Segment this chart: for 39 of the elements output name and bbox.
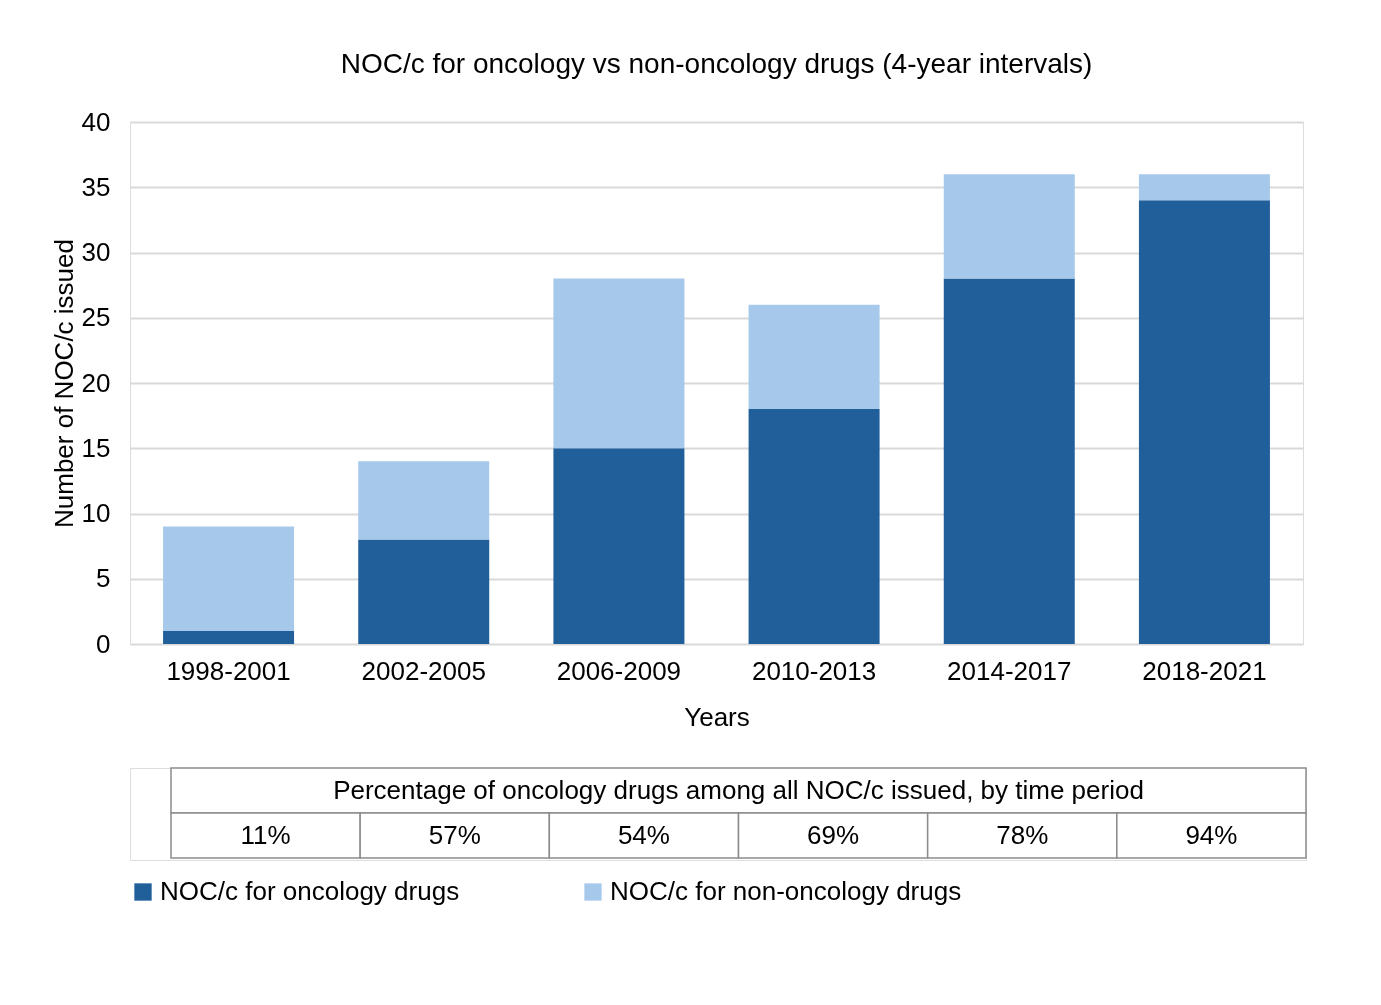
text: 78% bbox=[996, 819, 1049, 850]
y-tick-label: 15 bbox=[81, 432, 111, 463]
y-tick-label: 0 bbox=[96, 628, 111, 659]
text: 94% bbox=[1185, 819, 1238, 850]
bar bbox=[748, 409, 880, 644]
bar bbox=[553, 278, 685, 449]
x-tick-label: 2014-2017 bbox=[947, 655, 1072, 686]
x-tick-label: 2002-2005 bbox=[361, 655, 486, 686]
bar bbox=[163, 630, 295, 644]
bar bbox=[943, 174, 1075, 279]
x-axis-title: Years bbox=[684, 701, 750, 732]
bar bbox=[1138, 200, 1270, 644]
x-tick-label: 1998-2001 bbox=[166, 655, 291, 686]
bar bbox=[748, 304, 880, 410]
bar bbox=[943, 278, 1075, 644]
bar bbox=[1138, 174, 1270, 201]
text: 54% bbox=[617, 819, 670, 850]
y-tick-label: 30 bbox=[81, 237, 111, 267]
y-tick-label: 25 bbox=[81, 302, 111, 333]
legend-label: NOC/c for oncology drugs bbox=[160, 876, 460, 906]
text: 69% bbox=[807, 819, 860, 850]
y-tick-label: 20 bbox=[81, 367, 111, 398]
y-axis-title: Number of NOC/c issued bbox=[48, 239, 79, 528]
y-tick-label: 40 bbox=[81, 106, 111, 137]
bar bbox=[358, 539, 490, 644]
y-tick-label: 10 bbox=[81, 498, 111, 528]
y-tick-label: 5 bbox=[96, 563, 111, 594]
y-tick-label: 35 bbox=[81, 171, 111, 202]
chart-title: NOC/c for oncology vs non-oncology drugs (4-year intervals) bbox=[340, 48, 1093, 79]
x-tick-label: 2010-2013 bbox=[751, 655, 877, 686]
bar bbox=[358, 461, 490, 540]
bar bbox=[553, 448, 685, 644]
text: Percentage of oncology drugs among all NOC/c issued, by time period bbox=[333, 774, 1144, 805]
legend-label: NOC/c for non-oncology drugs bbox=[610, 876, 962, 906]
x-tick-label: 2006-2009 bbox=[556, 655, 682, 686]
bar bbox=[163, 526, 295, 631]
text: 57% bbox=[428, 819, 481, 850]
text: 11% bbox=[240, 819, 291, 850]
x-tick-label: 2018-2021 bbox=[1142, 655, 1267, 686]
